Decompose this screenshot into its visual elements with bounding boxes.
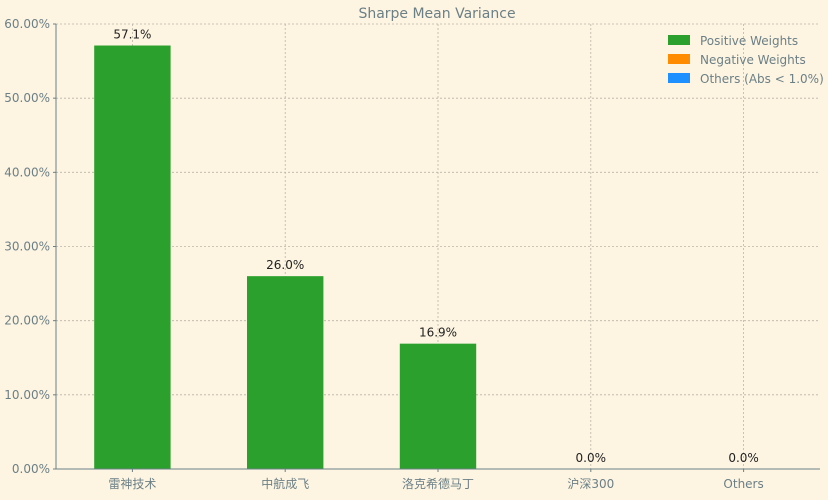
legend: Positive Weights Negative Weights Others (… <box>668 34 824 86</box>
y-tick-label: 20.00% <box>4 314 50 328</box>
x-tick-label: Others <box>723 477 763 491</box>
chart-title: Sharpe Mean Variance <box>358 6 515 22</box>
x-tick-label: 沪深300 <box>567 477 614 491</box>
bar <box>247 276 324 469</box>
bars: 57.1% 26.0% 16.9% 0.0% 0.0% <box>94 28 759 470</box>
legend-label: Negative Weights <box>700 53 806 67</box>
legend-label: Others (Abs < 1.0%) <box>700 72 824 86</box>
bar-value-label: 57.1% <box>113 28 151 42</box>
bar-value-label: 16.9% <box>419 326 457 340</box>
x-tick-label: 雷神技术 <box>108 477 156 491</box>
x-tick-label: 中航成飞 <box>261 476 309 491</box>
y-tick-label: 0.00% <box>12 462 50 476</box>
bar <box>399 343 477 469</box>
bar-value-label: 0.0% <box>728 451 759 465</box>
bar <box>94 45 171 470</box>
legend-label: Positive Weights <box>700 34 798 48</box>
bar-value-label: 0.0% <box>576 451 607 465</box>
axes: 0.00% 10.00% 20.00% 30.00% 40.00% 50.00% 60.00… <box>4 17 820 491</box>
y-tick-label: 10.00% <box>4 388 50 402</box>
grid <box>56 23 820 469</box>
legend-swatch <box>668 54 690 64</box>
bar-value-label: 26.0% <box>266 258 304 272</box>
legend-swatch <box>668 35 690 45</box>
y-tick-label: 50.00% <box>4 91 50 105</box>
y-tick-label: 30.00% <box>4 240 50 254</box>
x-tick-label: 洛克希德马丁 <box>402 476 474 491</box>
y-tick-label: 40.00% <box>4 165 50 179</box>
y-tick-label: 60.00% <box>4 17 50 31</box>
legend-swatch <box>668 73 690 83</box>
